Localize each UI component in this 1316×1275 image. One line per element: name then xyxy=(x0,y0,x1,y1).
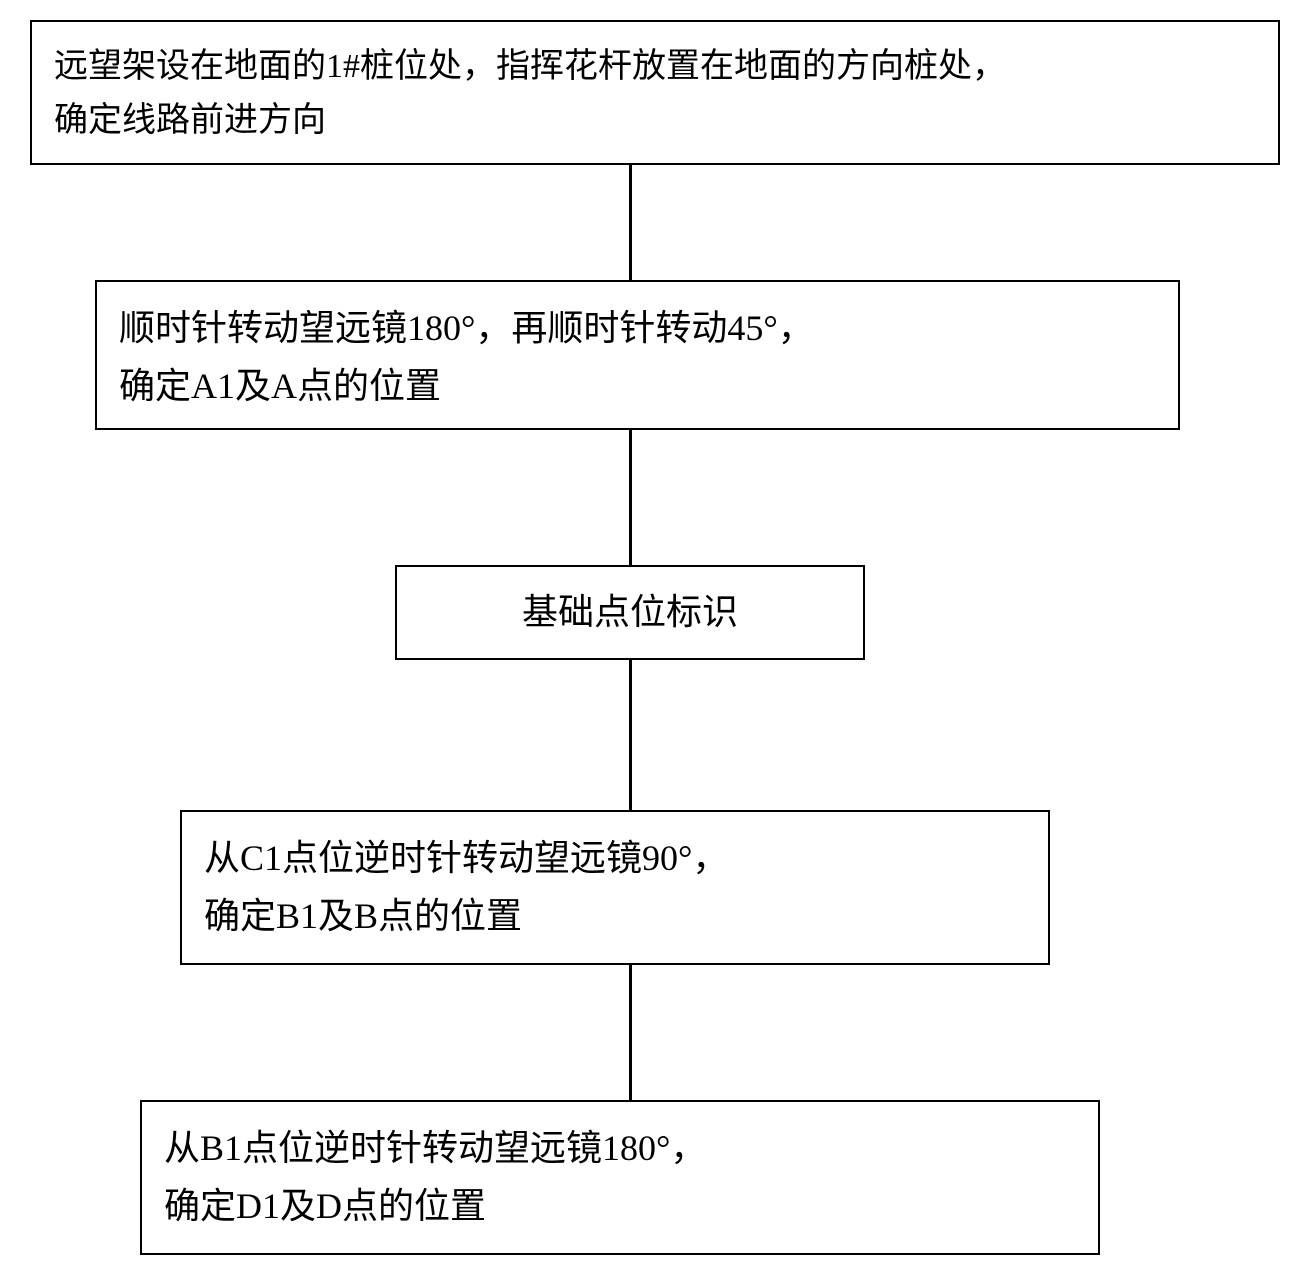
node-text: 远望架设在地面的1#桩位处，指挥花杆放置在地面的方向桩处， 确定线路前进方向 xyxy=(54,40,1006,149)
flowchart-node-1: 远望架设在地面的1#桩位处，指挥花杆放置在地面的方向桩处， 确定线路前进方向 xyxy=(30,20,1280,165)
connector-4-5 xyxy=(629,965,632,1100)
node-text: 基础点位标识 xyxy=(522,584,738,642)
connector-3-4 xyxy=(629,660,632,810)
connector-2-3 xyxy=(629,430,632,565)
node-text: 从B1点位逆时针转动望远镜180°， 确定D1及D点的位置 xyxy=(164,1120,706,1235)
flowchart-node-5: 从B1点位逆时针转动望远镜180°， 确定D1及D点的位置 xyxy=(140,1100,1100,1255)
flowchart-node-3: 基础点位标识 xyxy=(395,565,865,660)
flowchart-node-2: 顺时针转动望远镜180°，再顺时针转动45°， 确定A1及A点的位置 xyxy=(95,280,1180,430)
connector-1-2 xyxy=(629,165,632,280)
flowchart-node-4: 从C1点位逆时针转动望远镜90°， 确定B1及B点的位置 xyxy=(180,810,1050,965)
node-text: 顺时针转动望远镜180°，再顺时针转动45°， 确定A1及A点的位置 xyxy=(119,300,814,415)
node-text: 从C1点位逆时针转动望远镜90°， 确定B1及B点的位置 xyxy=(204,830,728,945)
flowchart-container: 远望架设在地面的1#桩位处，指挥花杆放置在地面的方向桩处， 确定线路前进方向 顺… xyxy=(0,0,1316,1275)
